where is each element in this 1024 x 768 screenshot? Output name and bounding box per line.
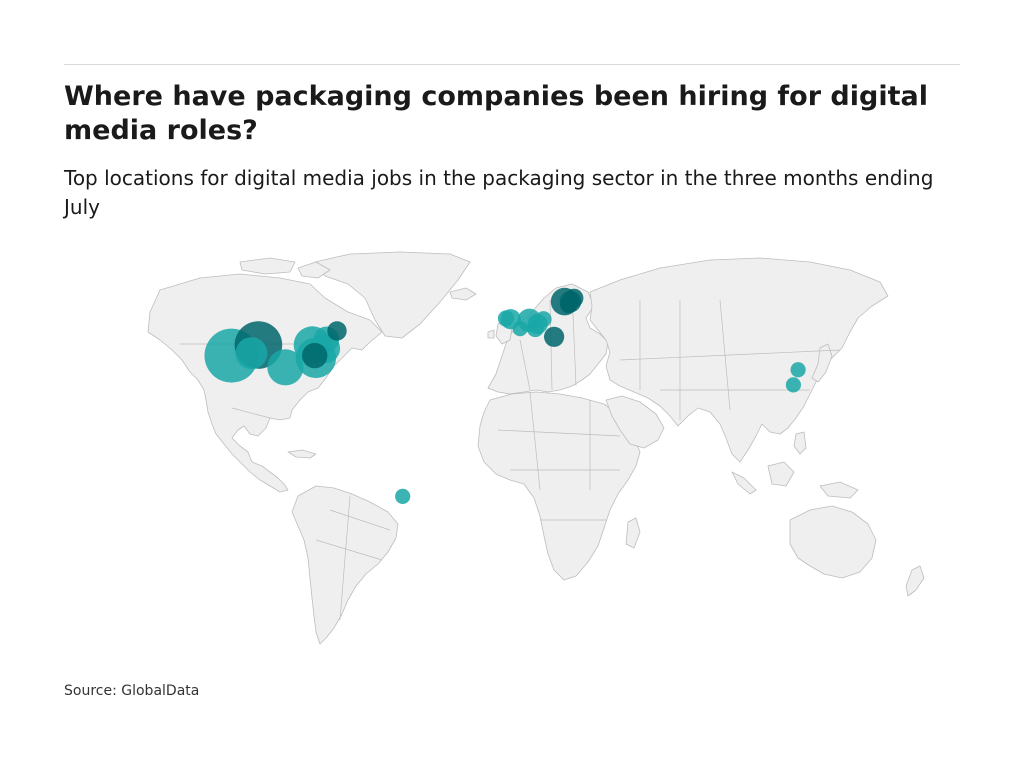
world-map bbox=[147, 251, 925, 645]
location-bubble bbox=[235, 337, 268, 370]
location-bubble bbox=[512, 321, 528, 337]
arabia-shape bbox=[605, 395, 665, 449]
land-layer bbox=[147, 251, 925, 645]
location-bubble bbox=[560, 297, 577, 314]
new-guinea-shape bbox=[819, 481, 859, 499]
arctic-islands-shape bbox=[239, 257, 296, 275]
top-rule bbox=[64, 64, 960, 65]
chart-title: Where have packaging companies been hiri… bbox=[64, 81, 928, 146]
sumatra-shape bbox=[731, 471, 757, 495]
madagascar-shape bbox=[625, 517, 641, 549]
country-borders bbox=[180, 289, 841, 621]
australia-shape bbox=[789, 505, 877, 579]
iceland-shape bbox=[449, 287, 477, 301]
caribbean-shape bbox=[287, 449, 317, 459]
source-note: Source: GlobalData bbox=[64, 683, 200, 699]
location-bubble bbox=[302, 342, 328, 369]
location-bubble bbox=[790, 362, 806, 378]
borneo-shape bbox=[767, 461, 795, 487]
new-zealand-shape bbox=[905, 565, 925, 597]
location-bubble bbox=[544, 326, 565, 347]
japan-shape bbox=[811, 343, 833, 383]
south-america-shape bbox=[291, 485, 399, 645]
asia-shape bbox=[589, 257, 889, 463]
location-bubble bbox=[395, 488, 411, 504]
bubble-layer bbox=[204, 287, 806, 504]
greenland-shape bbox=[314, 251, 471, 339]
location-bubble bbox=[497, 310, 515, 327]
location-bubble bbox=[535, 311, 552, 328]
north-america-shape bbox=[147, 273, 383, 493]
location-bubble bbox=[327, 321, 347, 341]
philippines-shape bbox=[793, 431, 807, 455]
chart-subtitle: Top locations for digital media jobs in … bbox=[64, 166, 934, 219]
africa-shape bbox=[477, 391, 641, 581]
location-bubble bbox=[267, 349, 304, 386]
location-bubble bbox=[785, 377, 802, 393]
